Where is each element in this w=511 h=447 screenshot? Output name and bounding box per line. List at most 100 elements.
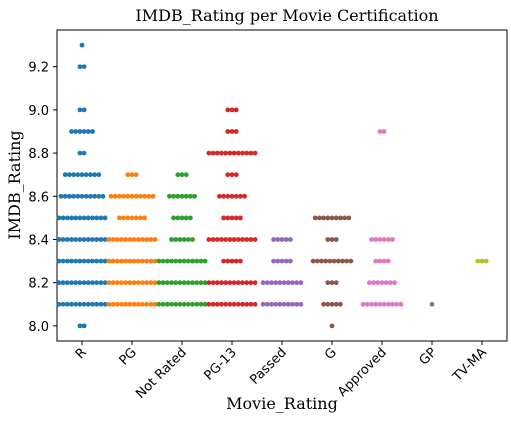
x-tick-label: Approved	[335, 345, 390, 400]
data-point	[381, 301, 387, 307]
x-tick-label: TV-MA	[450, 345, 490, 385]
data-point	[248, 237, 254, 242]
data-point	[85, 258, 91, 264]
data-point	[119, 258, 124, 264]
data-point	[88, 172, 93, 178]
data-point	[273, 301, 279, 307]
data-point	[135, 301, 141, 307]
data-point	[81, 215, 87, 221]
data-point	[102, 301, 108, 307]
data-point	[240, 237, 245, 242]
data-point	[77, 129, 83, 134]
data-point	[190, 237, 195, 242]
data-point	[73, 129, 79, 134]
data-point	[210, 150, 216, 156]
data-point	[238, 258, 243, 264]
data-point	[77, 301, 83, 307]
data-point	[77, 258, 83, 264]
data-point	[210, 280, 216, 286]
data-point	[271, 258, 276, 264]
data-point	[144, 258, 150, 264]
data-point	[102, 258, 108, 264]
data-point	[252, 280, 258, 286]
data-point	[179, 215, 185, 221]
data-point	[148, 301, 154, 307]
data-point	[185, 301, 191, 307]
data-point	[79, 172, 85, 178]
data-point	[214, 237, 220, 242]
data-point	[114, 301, 120, 307]
data-point	[229, 193, 235, 199]
data-point	[81, 280, 87, 286]
data-point	[129, 172, 135, 178]
data-point	[85, 280, 91, 286]
data-point	[260, 301, 266, 307]
data-point	[140, 280, 145, 286]
data-point	[219, 301, 224, 307]
data-point	[269, 301, 274, 307]
y-axis-label: IMDB_Rating	[5, 130, 24, 239]
data-point	[142, 193, 148, 199]
data-point	[369, 301, 374, 307]
data-point	[338, 215, 343, 221]
data-point	[96, 193, 102, 199]
data-point	[90, 237, 95, 242]
data-point	[102, 237, 108, 242]
data-point	[264, 301, 270, 307]
y-tick-label: 9.2	[28, 61, 49, 76]
data-point	[225, 215, 231, 221]
data-point	[227, 237, 233, 242]
data-point	[335, 258, 341, 264]
data-point	[98, 280, 104, 286]
data-point	[279, 237, 285, 242]
data-point	[81, 107, 87, 113]
y-tick-label: 8.4	[28, 233, 49, 248]
data-point	[225, 129, 231, 134]
data-point	[152, 301, 158, 307]
data-point	[135, 280, 141, 286]
data-point	[229, 129, 235, 134]
data-point	[244, 280, 250, 286]
data-point	[233, 107, 239, 113]
data-point	[90, 280, 95, 286]
data-point	[177, 237, 183, 242]
data-point	[152, 258, 158, 264]
data-point	[277, 280, 283, 286]
data-point	[271, 237, 276, 242]
data-point	[314, 258, 320, 264]
data-point	[235, 301, 241, 307]
data-point	[148, 258, 154, 264]
data-point	[110, 280, 116, 286]
data-point	[77, 107, 83, 113]
data-point	[81, 129, 87, 134]
data-point	[329, 237, 335, 242]
data-point	[219, 280, 224, 286]
data-point	[94, 301, 100, 307]
data-point	[479, 258, 485, 264]
data-point	[64, 215, 70, 221]
data-point	[238, 193, 243, 199]
data-point	[58, 193, 64, 199]
data-point	[123, 280, 129, 286]
x-axis-label: Movie_Rating	[226, 394, 338, 413]
data-point	[248, 280, 254, 286]
data-point	[173, 301, 179, 307]
data-point	[394, 301, 400, 307]
data-point	[117, 193, 122, 199]
data-point	[114, 258, 120, 264]
data-point	[173, 258, 179, 264]
data-point	[244, 237, 250, 242]
data-point	[71, 172, 76, 178]
data-point	[235, 237, 241, 242]
series-pg	[106, 172, 158, 307]
data-point	[210, 301, 216, 307]
data-point	[110, 258, 116, 264]
x-tick-label: Not Rated	[133, 345, 190, 402]
data-point	[269, 280, 274, 286]
data-point	[188, 193, 193, 199]
data-point	[121, 193, 126, 199]
data-point	[94, 237, 100, 242]
data-point	[360, 301, 366, 307]
data-point	[140, 237, 145, 242]
y-axis: 8.0 8.2 8.4 8.6 8.8 9.0 9.2	[28, 61, 57, 335]
